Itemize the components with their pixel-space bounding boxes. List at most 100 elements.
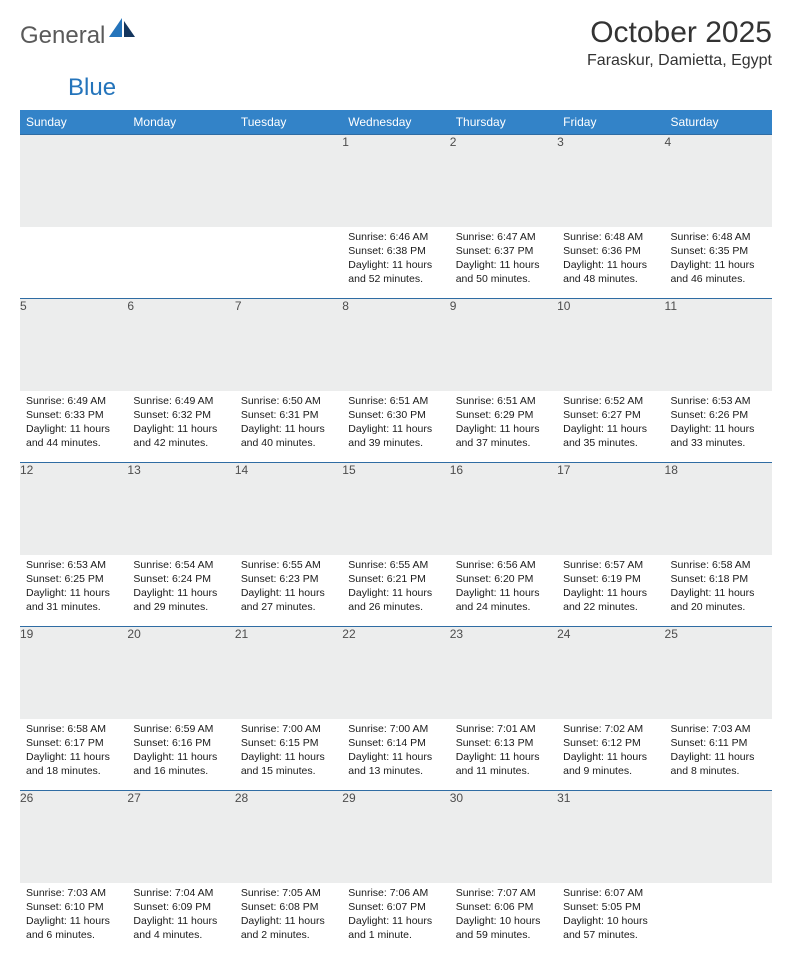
day-number-cell: 14 xyxy=(235,463,342,555)
week-row: Sunrise: 7:03 AMSunset: 6:10 PMDaylight:… xyxy=(20,883,772,955)
day-number-cell: 29 xyxy=(342,791,449,883)
day-cell: Sunrise: 7:03 AMSunset: 6:11 PMDaylight:… xyxy=(665,719,772,791)
day-number-cell: 13 xyxy=(127,463,234,555)
day-number-cell: 20 xyxy=(127,627,234,719)
day-cell: Sunrise: 6:53 AMSunset: 6:26 PMDaylight:… xyxy=(665,391,772,463)
day-details: Sunrise: 6:55 AMSunset: 6:21 PMDaylight:… xyxy=(342,555,449,619)
day-cell: Sunrise: 6:58 AMSunset: 6:17 PMDaylight:… xyxy=(20,719,127,791)
day-cell: Sunrise: 7:04 AMSunset: 6:09 PMDaylight:… xyxy=(127,883,234,955)
daynum-row: 19202122232425 xyxy=(20,627,772,719)
month-title: October 2025 xyxy=(587,16,772,50)
day-details: Sunrise: 7:03 AMSunset: 6:10 PMDaylight:… xyxy=(20,883,127,947)
day-cell: Sunrise: 6:56 AMSunset: 6:20 PMDaylight:… xyxy=(450,555,557,627)
day-number-cell xyxy=(20,135,127,227)
day-details: Sunrise: 6:55 AMSunset: 6:23 PMDaylight:… xyxy=(235,555,342,619)
day-details: Sunrise: 6:48 AMSunset: 6:35 PMDaylight:… xyxy=(665,227,772,291)
day-header-row: Sunday Monday Tuesday Wednesday Thursday… xyxy=(20,110,772,135)
day-details: Sunrise: 7:02 AMSunset: 6:12 PMDaylight:… xyxy=(557,719,664,783)
week-row: Sunrise: 6:53 AMSunset: 6:25 PMDaylight:… xyxy=(20,555,772,627)
day-cell: Sunrise: 6:07 AMSunset: 5:05 PMDaylight:… xyxy=(557,883,664,955)
day-details: Sunrise: 6:57 AMSunset: 6:19 PMDaylight:… xyxy=(557,555,664,619)
day-cell: Sunrise: 6:49 AMSunset: 6:32 PMDaylight:… xyxy=(127,391,234,463)
day-cell: Sunrise: 7:06 AMSunset: 6:07 PMDaylight:… xyxy=(342,883,449,955)
day-number-cell: 23 xyxy=(450,627,557,719)
day-number-cell: 27 xyxy=(127,791,234,883)
day-number-cell: 31 xyxy=(557,791,664,883)
col-wednesday: Wednesday xyxy=(342,110,449,135)
day-cell: Sunrise: 7:00 AMSunset: 6:14 PMDaylight:… xyxy=(342,719,449,791)
day-details: Sunrise: 6:54 AMSunset: 6:24 PMDaylight:… xyxy=(127,555,234,619)
calendar-table: Sunday Monday Tuesday Wednesday Thursday… xyxy=(20,110,772,955)
day-details: Sunrise: 6:52 AMSunset: 6:27 PMDaylight:… xyxy=(557,391,664,455)
day-details: Sunrise: 7:07 AMSunset: 6:06 PMDaylight:… xyxy=(450,883,557,947)
col-saturday: Saturday xyxy=(665,110,772,135)
day-cell: Sunrise: 6:46 AMSunset: 6:38 PMDaylight:… xyxy=(342,227,449,299)
day-cell: Sunrise: 6:57 AMSunset: 6:19 PMDaylight:… xyxy=(557,555,664,627)
day-cell: Sunrise: 7:01 AMSunset: 6:13 PMDaylight:… xyxy=(450,719,557,791)
day-details: Sunrise: 6:58 AMSunset: 6:17 PMDaylight:… xyxy=(20,719,127,783)
day-details: Sunrise: 7:00 AMSunset: 6:15 PMDaylight:… xyxy=(235,719,342,783)
day-cell: Sunrise: 7:07 AMSunset: 6:06 PMDaylight:… xyxy=(450,883,557,955)
day-cell: Sunrise: 6:50 AMSunset: 6:31 PMDaylight:… xyxy=(235,391,342,463)
col-tuesday: Tuesday xyxy=(235,110,342,135)
day-number-cell: 15 xyxy=(342,463,449,555)
daynum-row: 262728293031 xyxy=(20,791,772,883)
day-cell: Sunrise: 6:48 AMSunset: 6:35 PMDaylight:… xyxy=(665,227,772,299)
day-cell xyxy=(20,227,127,299)
day-details: Sunrise: 6:53 AMSunset: 6:25 PMDaylight:… xyxy=(20,555,127,619)
daynum-row: 567891011 xyxy=(20,299,772,391)
day-details: Sunrise: 7:03 AMSunset: 6:11 PMDaylight:… xyxy=(665,719,772,783)
day-number-cell: 9 xyxy=(450,299,557,391)
week-row: Sunrise: 6:46 AMSunset: 6:38 PMDaylight:… xyxy=(20,227,772,299)
day-details: Sunrise: 6:51 AMSunset: 6:29 PMDaylight:… xyxy=(450,391,557,455)
day-number-cell: 19 xyxy=(20,627,127,719)
day-cell: Sunrise: 6:55 AMSunset: 6:21 PMDaylight:… xyxy=(342,555,449,627)
calendar-body: 1234Sunrise: 6:46 AMSunset: 6:38 PMDayli… xyxy=(20,135,772,955)
day-number-cell: 22 xyxy=(342,627,449,719)
day-details: Sunrise: 7:04 AMSunset: 6:09 PMDaylight:… xyxy=(127,883,234,947)
day-details: Sunrise: 6:59 AMSunset: 6:16 PMDaylight:… xyxy=(127,719,234,783)
logo-text-blue: Blue xyxy=(68,74,116,101)
day-details: Sunrise: 7:06 AMSunset: 6:07 PMDaylight:… xyxy=(342,883,449,947)
day-number-cell: 30 xyxy=(450,791,557,883)
day-number-cell xyxy=(127,135,234,227)
day-cell: Sunrise: 6:59 AMSunset: 6:16 PMDaylight:… xyxy=(127,719,234,791)
day-number-cell: 26 xyxy=(20,791,127,883)
title-block: October 2025 Faraskur, Damietta, Egypt xyxy=(587,16,772,70)
day-number-cell: 4 xyxy=(665,135,772,227)
day-cell: Sunrise: 6:52 AMSunset: 6:27 PMDaylight:… xyxy=(557,391,664,463)
day-number-cell: 10 xyxy=(557,299,664,391)
day-cell: Sunrise: 7:02 AMSunset: 6:12 PMDaylight:… xyxy=(557,719,664,791)
day-number-cell: 17 xyxy=(557,463,664,555)
week-row: Sunrise: 6:49 AMSunset: 6:33 PMDaylight:… xyxy=(20,391,772,463)
week-row: Sunrise: 6:58 AMSunset: 6:17 PMDaylight:… xyxy=(20,719,772,791)
col-sunday: Sunday xyxy=(20,110,127,135)
day-number-cell: 28 xyxy=(235,791,342,883)
day-cell: Sunrise: 6:55 AMSunset: 6:23 PMDaylight:… xyxy=(235,555,342,627)
day-number-cell: 11 xyxy=(665,299,772,391)
day-cell: Sunrise: 6:53 AMSunset: 6:25 PMDaylight:… xyxy=(20,555,127,627)
day-details: Sunrise: 6:48 AMSunset: 6:36 PMDaylight:… xyxy=(557,227,664,291)
day-number-cell: 6 xyxy=(127,299,234,391)
day-cell: Sunrise: 6:48 AMSunset: 6:36 PMDaylight:… xyxy=(557,227,664,299)
day-details: Sunrise: 6:50 AMSunset: 6:31 PMDaylight:… xyxy=(235,391,342,455)
day-details: Sunrise: 6:58 AMSunset: 6:18 PMDaylight:… xyxy=(665,555,772,619)
day-details: Sunrise: 6:07 AMSunset: 5:05 PMDaylight:… xyxy=(557,883,664,947)
day-details: Sunrise: 6:51 AMSunset: 6:30 PMDaylight:… xyxy=(342,391,449,455)
page: General October 2025 Faraskur, Damietta,… xyxy=(0,0,792,971)
location: Faraskur, Damietta, Egypt xyxy=(587,52,772,70)
day-details: Sunrise: 6:49 AMSunset: 6:32 PMDaylight:… xyxy=(127,391,234,455)
day-details: Sunrise: 6:49 AMSunset: 6:33 PMDaylight:… xyxy=(20,391,127,455)
day-cell: Sunrise: 7:03 AMSunset: 6:10 PMDaylight:… xyxy=(20,883,127,955)
day-number-cell: 18 xyxy=(665,463,772,555)
day-cell: Sunrise: 7:00 AMSunset: 6:15 PMDaylight:… xyxy=(235,719,342,791)
day-number-cell: 24 xyxy=(557,627,664,719)
day-cell xyxy=(235,227,342,299)
logo-blue-line: Blue xyxy=(66,74,772,102)
day-number-cell xyxy=(665,791,772,883)
day-cell: Sunrise: 6:58 AMSunset: 6:18 PMDaylight:… xyxy=(665,555,772,627)
day-number-cell: 25 xyxy=(665,627,772,719)
day-cell: Sunrise: 6:47 AMSunset: 6:37 PMDaylight:… xyxy=(450,227,557,299)
day-details: Sunrise: 6:53 AMSunset: 6:26 PMDaylight:… xyxy=(665,391,772,455)
daynum-row: 1234 xyxy=(20,135,772,227)
